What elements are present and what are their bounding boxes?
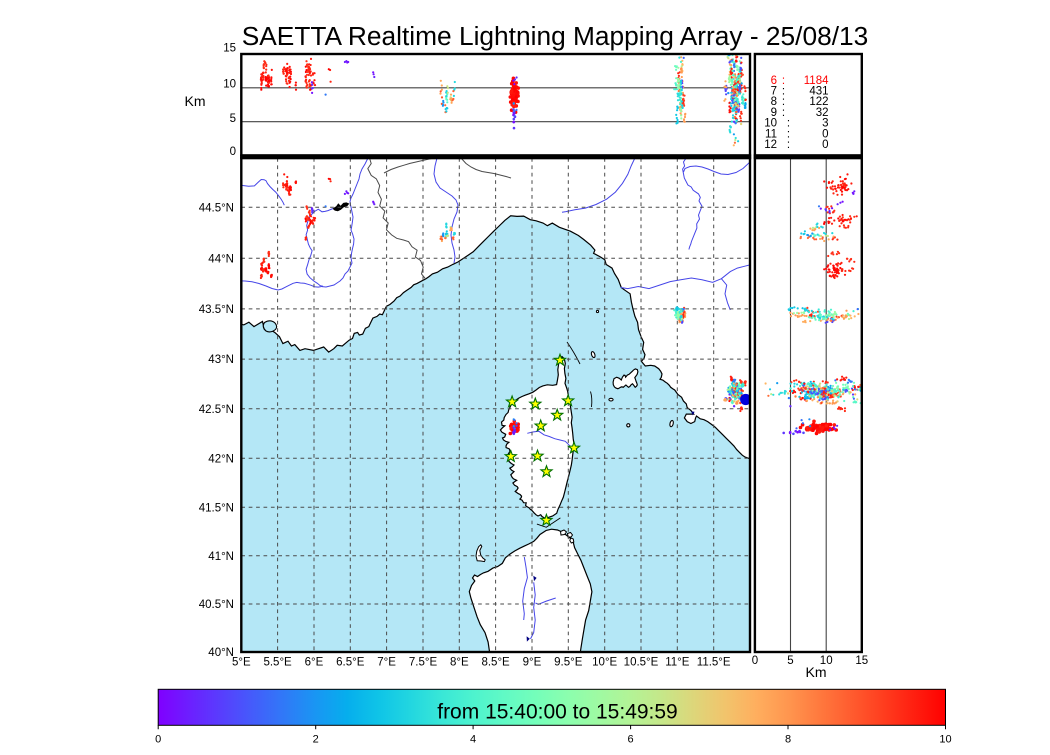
svg-text:12: 12 bbox=[764, 139, 777, 151]
svg-text:10: 10 bbox=[223, 78, 236, 90]
svg-text::: : bbox=[782, 96, 785, 108]
svg-text:42.5°N: 42.5°N bbox=[199, 404, 234, 416]
svg-text:from 15:40:00 to 15:49:59: from 15:40:00 to 15:49:59 bbox=[437, 701, 678, 724]
svg-text:0: 0 bbox=[155, 734, 161, 746]
svg-text:6°E: 6°E bbox=[305, 656, 324, 668]
svg-text:44°N: 44°N bbox=[208, 253, 234, 265]
svg-text:42°N: 42°N bbox=[208, 453, 234, 465]
svg-text:7.5°E: 7.5°E bbox=[409, 656, 438, 668]
svg-text:44.5°N: 44.5°N bbox=[199, 202, 234, 214]
svg-text:8: 8 bbox=[785, 734, 791, 746]
svg-text:3: 3 bbox=[822, 118, 828, 130]
svg-text:7°E: 7°E bbox=[377, 656, 396, 668]
svg-text:8: 8 bbox=[771, 96, 777, 108]
svg-text:8.5°E: 8.5°E bbox=[481, 656, 510, 668]
svg-text:10: 10 bbox=[820, 655, 833, 667]
svg-text:122: 122 bbox=[809, 96, 828, 108]
svg-text:10°E: 10°E bbox=[592, 656, 617, 668]
svg-text:41°N: 41°N bbox=[208, 551, 234, 563]
svg-text:Km: Km bbox=[806, 664, 827, 680]
svg-text:9.5°E: 9.5°E bbox=[554, 656, 583, 668]
svg-text:11: 11 bbox=[765, 128, 777, 140]
svg-text:0: 0 bbox=[822, 139, 828, 151]
svg-text::: : bbox=[787, 139, 790, 151]
svg-text:Km: Km bbox=[185, 93, 206, 109]
svg-text:0: 0 bbox=[752, 655, 758, 667]
svg-text:4: 4 bbox=[470, 734, 476, 746]
svg-text:10.5°E: 10.5°E bbox=[624, 656, 659, 668]
svg-text:11.5°E: 11.5°E bbox=[697, 656, 731, 668]
svg-text:431: 431 bbox=[809, 86, 828, 98]
svg-text::: : bbox=[787, 128, 790, 140]
svg-text:15: 15 bbox=[855, 655, 868, 667]
svg-text:SAETTA Realtime Lightning Mapp: SAETTA Realtime Lightning Mapping Array … bbox=[242, 21, 869, 51]
svg-text:6.5°E: 6.5°E bbox=[336, 656, 365, 668]
svg-text:2: 2 bbox=[313, 734, 319, 746]
svg-text::: : bbox=[782, 75, 785, 87]
svg-text::: : bbox=[787, 118, 790, 130]
svg-text:6: 6 bbox=[628, 734, 634, 746]
svg-text:41.5°N: 41.5°N bbox=[199, 502, 234, 514]
svg-text:43.5°N: 43.5°N bbox=[199, 304, 234, 316]
svg-text:8°E: 8°E bbox=[450, 656, 469, 668]
svg-text:1184: 1184 bbox=[804, 75, 829, 87]
svg-text:9°E: 9°E bbox=[523, 656, 542, 668]
svg-text:10: 10 bbox=[939, 734, 951, 746]
svg-text:5.5°E: 5.5°E bbox=[263, 656, 292, 668]
svg-text:10: 10 bbox=[764, 118, 777, 130]
svg-text:7: 7 bbox=[771, 86, 777, 98]
svg-text:6: 6 bbox=[771, 75, 777, 87]
svg-text:43°N: 43°N bbox=[208, 354, 234, 366]
svg-text:15: 15 bbox=[223, 42, 236, 54]
svg-text:0: 0 bbox=[822, 128, 828, 140]
svg-text:5: 5 bbox=[787, 655, 793, 667]
svg-text::: : bbox=[782, 86, 785, 98]
svg-text:5°E: 5°E bbox=[232, 656, 251, 668]
svg-text:9: 9 bbox=[771, 107, 777, 119]
svg-text:5: 5 bbox=[230, 113, 236, 125]
svg-text:40.5°N: 40.5°N bbox=[199, 599, 234, 611]
svg-text::: : bbox=[782, 107, 785, 119]
svg-text:40°N: 40°N bbox=[208, 647, 234, 659]
svg-text:0: 0 bbox=[230, 146, 236, 158]
svg-text:11°E: 11°E bbox=[665, 656, 690, 668]
svg-text:32: 32 bbox=[816, 107, 829, 119]
